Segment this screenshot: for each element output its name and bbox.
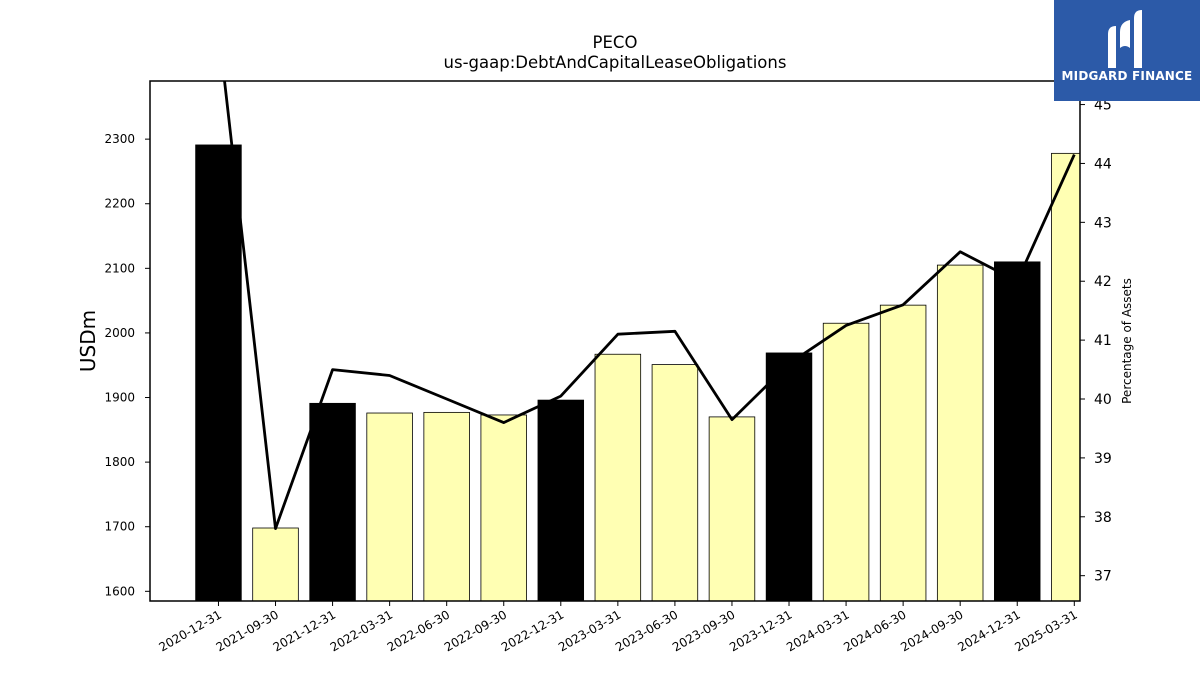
x-tick-label: 2021-09-30 (214, 607, 281, 654)
bar-2022-06-30 (423, 411, 470, 601)
y-axis-label: USDm (76, 310, 100, 372)
chart-title: PECO (593, 33, 638, 52)
y-tick-label: 2100 (104, 261, 135, 275)
y-tick-label: 2200 (104, 197, 135, 211)
logo-text: MIDGARD FINANCE (1061, 69, 1193, 83)
x-tick-label: 2021-12-31 (271, 607, 338, 654)
x-tick-label: 2024-09-30 (898, 607, 965, 654)
y2-tick-label: 37 (1094, 569, 1112, 585)
bar-2024-12-31 (994, 261, 1041, 601)
bar-2021-12-31 (309, 402, 356, 601)
y-tick-label: 2300 (104, 132, 135, 146)
logo-mark-icon (1108, 10, 1142, 68)
bar-2025-03-31 (1051, 152, 1080, 601)
x-tick-label: 2023-06-30 (613, 607, 680, 654)
bar-2022-03-31 (366, 412, 413, 601)
line-layer (223, 81, 1076, 530)
y2-tick-label: 40 (1094, 392, 1112, 408)
x-tick-label: 2022-12-31 (499, 607, 566, 654)
x-tick-label: 2022-09-30 (442, 607, 509, 654)
bar-2022-09-30 (480, 414, 527, 601)
y2-tick-label: 39 (1094, 451, 1112, 467)
x-tick-label: 2024-06-30 (841, 607, 908, 654)
x-tick-label: 2024-12-31 (955, 607, 1022, 654)
y2-tick-label: 44 (1094, 156, 1112, 172)
y2-tick-label: 42 (1094, 274, 1112, 290)
x-tick-label: 2023-12-31 (727, 607, 794, 654)
x-tick-label: 2023-03-31 (556, 607, 623, 654)
x-tick-label: 2022-03-31 (328, 607, 395, 654)
y-tick-label: 1900 (104, 391, 135, 405)
y2-axis-label: Percentage of Assets (1120, 278, 1134, 404)
y2-tick-label: 45 (1094, 98, 1112, 114)
bar-2024-09-30 (936, 264, 984, 601)
bar-2023-06-30 (651, 364, 699, 601)
x-tick-label: 2025-03-31 (1012, 607, 1079, 654)
y2-tick-label: 38 (1094, 510, 1112, 526)
bar-2024-03-31 (822, 322, 870, 601)
x-tick-label: 2022-06-30 (385, 607, 452, 654)
y2-tick-label: 41 (1094, 333, 1112, 349)
bar-2020-12-31 (195, 144, 242, 601)
bars-layer (195, 144, 1080, 601)
y-tick-label: 1800 (104, 455, 135, 469)
plot-frame (149, 80, 1081, 602)
bar-2022-12-31 (537, 399, 585, 601)
y2-tick-label: 43 (1094, 215, 1112, 231)
bar-2021-09-30 (252, 527, 299, 601)
bar-2023-03-31 (594, 353, 642, 601)
y-tick-label: 1700 (104, 520, 135, 534)
chart-subtitle: us-gaap:DebtAndCapitalLeaseObligations (444, 53, 787, 72)
x-tick-label: 2024-03-31 (784, 607, 851, 654)
bar-2023-12-31 (765, 352, 813, 601)
y-tick-label: 1600 (104, 584, 135, 598)
x-tick-label: 2023-09-30 (670, 607, 737, 654)
bar-2024-06-30 (879, 304, 927, 601)
y-tick-label: 2000 (104, 326, 135, 340)
percentage-line (223, 81, 1076, 530)
bar-2023-09-30 (708, 416, 756, 601)
x-tick-label: 2020-12-31 (157, 607, 224, 654)
midgard-finance-logo: MIDGARD FINANCE (1054, 0, 1200, 101)
